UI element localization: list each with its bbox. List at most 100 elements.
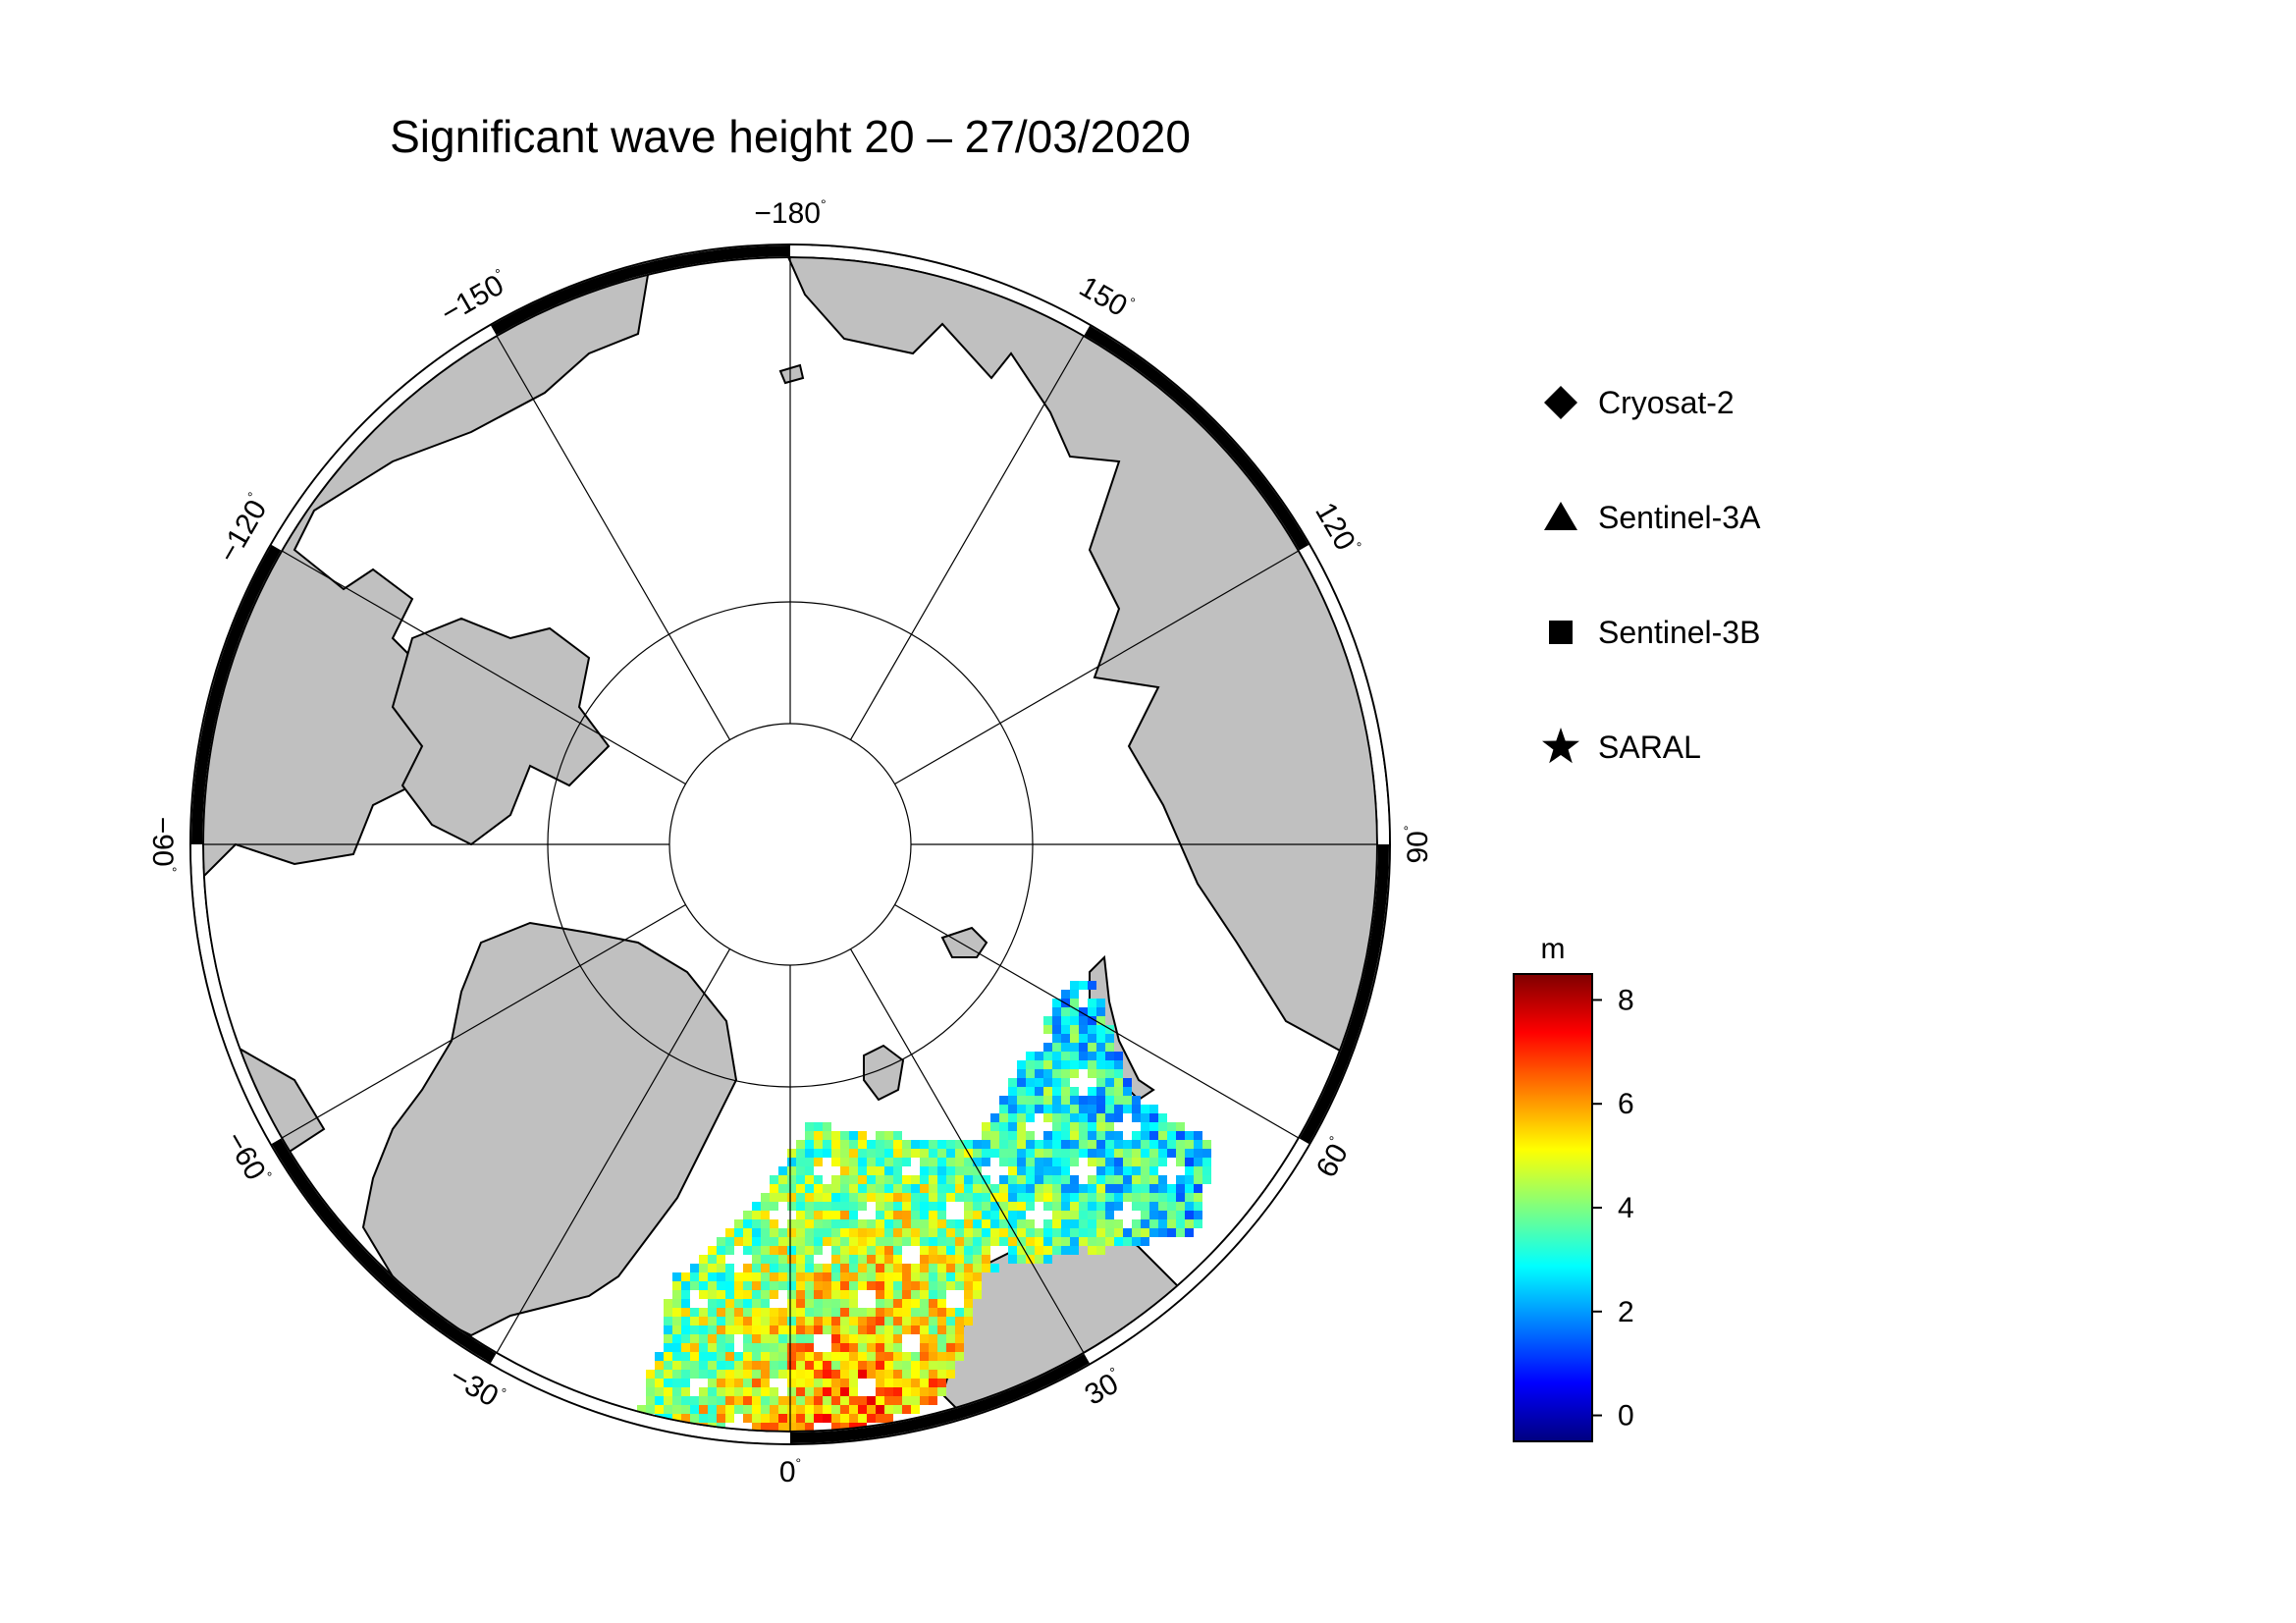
swath-sample bbox=[1052, 1219, 1061, 1228]
swath-sample bbox=[770, 1237, 778, 1246]
swath-sample bbox=[1096, 1052, 1105, 1060]
swath-sample bbox=[1088, 1122, 1096, 1131]
swath-sample bbox=[937, 1193, 946, 1202]
swath-sample bbox=[1096, 1105, 1105, 1113]
swath-sample bbox=[1158, 1219, 1167, 1228]
swath-sample bbox=[946, 1219, 955, 1228]
swath-sample bbox=[929, 1202, 937, 1211]
swath-sample bbox=[743, 1281, 752, 1290]
swath-sample bbox=[929, 1246, 937, 1255]
swath-sample bbox=[849, 1228, 858, 1237]
swath-sample bbox=[929, 1255, 937, 1264]
swath-sample bbox=[725, 1299, 734, 1308]
swath-sample bbox=[999, 1175, 1008, 1184]
swath-sample bbox=[849, 1405, 858, 1414]
swath-sample bbox=[858, 1272, 867, 1281]
swath-sample bbox=[1141, 1202, 1149, 1211]
swath-sample bbox=[831, 1264, 840, 1272]
swath-sample bbox=[840, 1405, 849, 1414]
swath-sample bbox=[876, 1334, 884, 1343]
swath-sample bbox=[911, 1290, 920, 1299]
swath-sample bbox=[946, 1184, 955, 1193]
swath-sample bbox=[990, 1202, 999, 1211]
swath-sample bbox=[831, 1361, 840, 1370]
swath-sample bbox=[1052, 1131, 1061, 1140]
swath-sample bbox=[1141, 1131, 1149, 1140]
swath-sample bbox=[982, 1255, 990, 1264]
swath-sample bbox=[1123, 1175, 1132, 1184]
swath-sample bbox=[937, 1299, 946, 1308]
swath-sample bbox=[1070, 1087, 1079, 1096]
swath-sample bbox=[796, 1387, 805, 1396]
swath-sample bbox=[814, 1308, 823, 1317]
swath-sample bbox=[778, 1343, 787, 1352]
swath-sample bbox=[787, 1379, 796, 1387]
swath-sample bbox=[990, 1113, 999, 1122]
swath-sample bbox=[858, 1131, 867, 1140]
svalbard bbox=[863, 1044, 905, 1102]
swath-sample bbox=[876, 1202, 884, 1211]
swath-sample bbox=[1017, 1113, 1026, 1122]
swath-sample bbox=[1096, 1140, 1105, 1149]
swath-sample bbox=[1167, 1219, 1176, 1228]
swath-sample bbox=[876, 1387, 884, 1396]
swath-sample bbox=[690, 1264, 699, 1272]
swath-sample bbox=[831, 1272, 840, 1281]
swath-sample bbox=[920, 1237, 929, 1246]
swath-sample bbox=[1052, 1211, 1061, 1219]
swath-sample bbox=[1114, 1105, 1123, 1113]
swath-sample bbox=[1052, 1060, 1061, 1069]
swath-sample bbox=[911, 1405, 920, 1414]
swath-sample bbox=[1096, 1034, 1105, 1043]
swath-sample bbox=[805, 1122, 814, 1131]
swath-sample bbox=[814, 1122, 823, 1131]
swath-sample bbox=[1061, 1175, 1070, 1184]
swath-sample bbox=[1052, 1078, 1061, 1087]
swath-sample bbox=[787, 1317, 796, 1325]
swath-sample bbox=[955, 1140, 964, 1149]
swath-sample bbox=[1070, 1149, 1079, 1158]
meridian-line bbox=[849, 335, 1085, 740]
swath-sample bbox=[964, 1211, 973, 1219]
frame-segment bbox=[1084, 325, 1309, 551]
swath-sample bbox=[1114, 1096, 1123, 1105]
swath-sample bbox=[929, 1272, 937, 1281]
swath-sample bbox=[1088, 1096, 1096, 1105]
swath-sample bbox=[761, 1396, 770, 1405]
swath-sample bbox=[1176, 1193, 1185, 1202]
swath-sample bbox=[796, 1352, 805, 1361]
swath-sample bbox=[964, 1219, 973, 1228]
swath-sample bbox=[1158, 1184, 1167, 1193]
swath-sample bbox=[1070, 1211, 1079, 1219]
swath-sample bbox=[831, 1158, 840, 1166]
swath-sample bbox=[849, 1379, 858, 1387]
swath-sample bbox=[1202, 1175, 1211, 1184]
swath-sample bbox=[1052, 1140, 1061, 1149]
swath-sample bbox=[637, 1405, 646, 1414]
swath-sample bbox=[858, 1228, 867, 1237]
swath-sample bbox=[761, 1423, 770, 1432]
swath-sample bbox=[884, 1255, 893, 1264]
swath-sample bbox=[1185, 1193, 1194, 1202]
swath-sample bbox=[770, 1387, 778, 1396]
swath-sample bbox=[973, 1264, 982, 1272]
swath-sample bbox=[946, 1334, 955, 1343]
swath-sample bbox=[982, 1140, 990, 1149]
swath-sample bbox=[699, 1264, 708, 1272]
swath-sample bbox=[840, 1272, 849, 1281]
swath-sample bbox=[1070, 1052, 1079, 1060]
swath-sample bbox=[823, 1122, 831, 1131]
swath-sample bbox=[805, 1149, 814, 1158]
swath-sample bbox=[1061, 1140, 1070, 1149]
swath-sample bbox=[937, 1158, 946, 1166]
swath-sample bbox=[964, 1255, 973, 1264]
swath-sample bbox=[1070, 1219, 1079, 1228]
swath-sample bbox=[867, 1237, 876, 1246]
swath-sample bbox=[752, 1290, 761, 1299]
swath-sample bbox=[911, 1140, 920, 1149]
swath-sample bbox=[937, 1202, 946, 1211]
swath-sample bbox=[902, 1264, 911, 1272]
swath-sample bbox=[1132, 1184, 1141, 1193]
swath-sample bbox=[1017, 1096, 1026, 1105]
swath-sample bbox=[778, 1175, 787, 1184]
